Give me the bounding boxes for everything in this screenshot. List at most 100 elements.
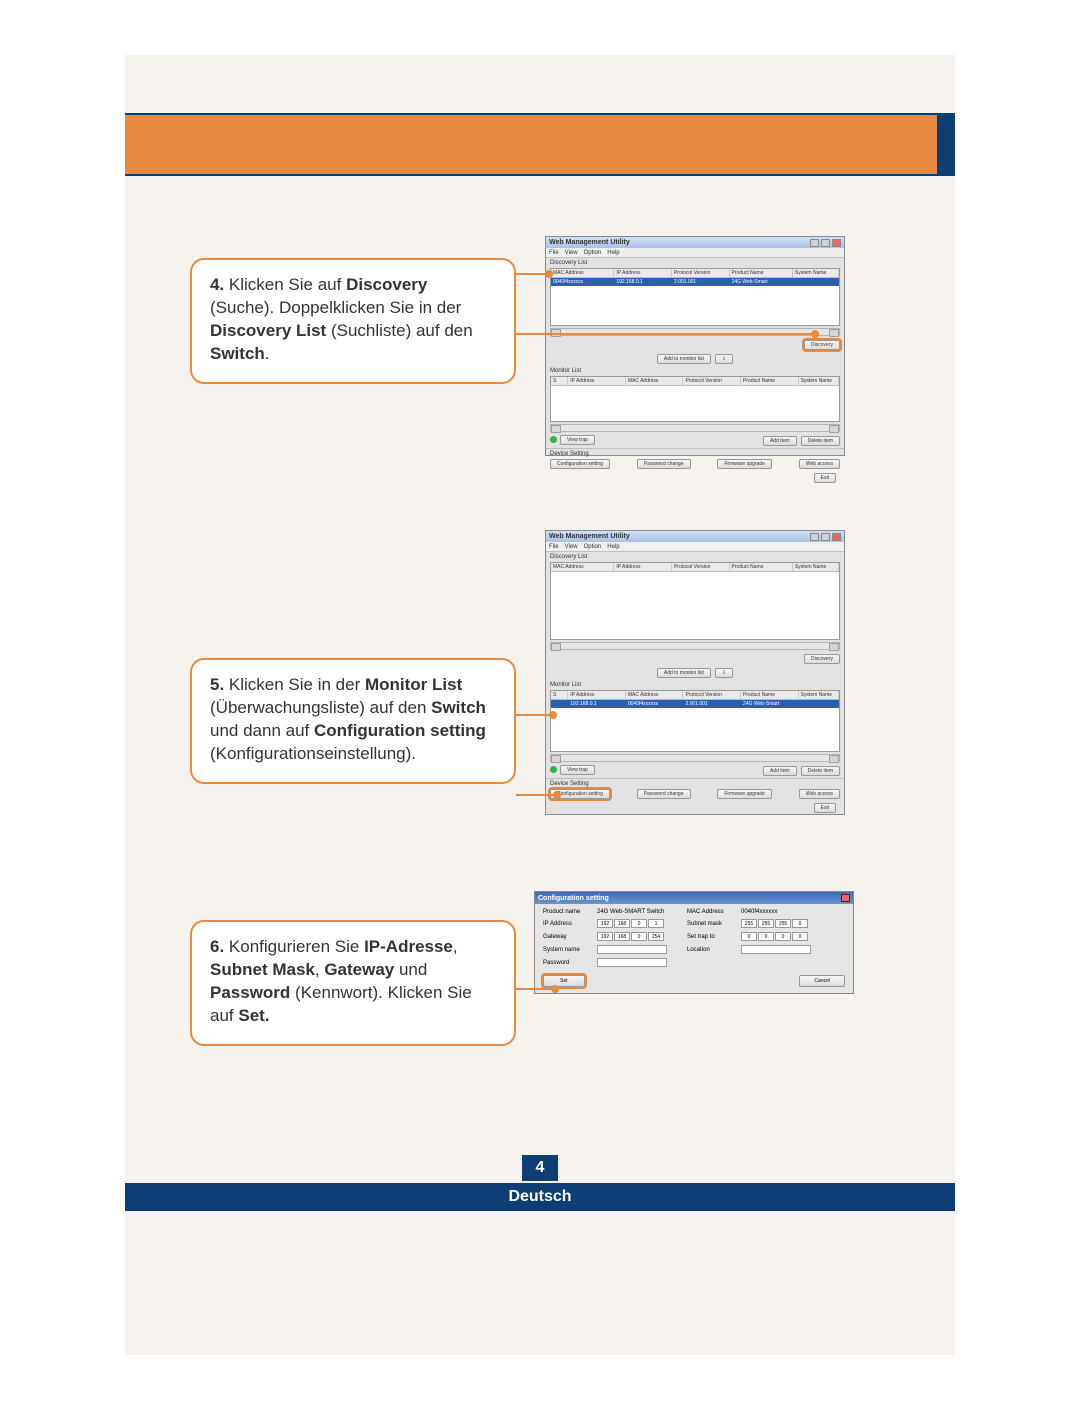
col-mac: MAC Address xyxy=(551,563,614,571)
gw-b[interactable]: 168 xyxy=(614,932,630,941)
maximize-icon[interactable] xyxy=(821,239,830,247)
ip-address-field[interactable]: 19216801 xyxy=(597,919,664,928)
step-5-text-2: (Überwachungsliste) auf den xyxy=(210,698,431,717)
discovery-row-selected[interactable]: 0040f4xxxxxx 192.168.0.1 2.001.001 24G W… xyxy=(551,278,839,286)
firmware-upgrade-button-2[interactable]: Firmware upgrade xyxy=(717,789,772,799)
cell-ver: 2.001.001 xyxy=(672,279,730,285)
firmware-upgrade-button[interactable]: Firmware upgrade xyxy=(717,459,772,469)
gw-a[interactable]: 192 xyxy=(597,932,613,941)
utility-window-2: Web Management Utility File View Option … xyxy=(545,530,845,815)
delete-item-button-2[interactable]: Delete item xyxy=(801,766,840,776)
delete-item-button[interactable]: Delete item xyxy=(801,436,840,446)
step-5-text-3: und dann auf xyxy=(210,721,314,740)
tr-a[interactable]: 0 xyxy=(741,932,757,941)
step-5-text-1: Klicken Sie in der xyxy=(224,675,365,694)
close-icon[interactable] xyxy=(832,533,841,541)
config-body: Product name24G Web-SMART Switch IP Addr… xyxy=(535,904,853,975)
menu-help[interactable]: Help xyxy=(607,544,619,550)
menu-file[interactable]: File xyxy=(549,544,559,550)
ip-a[interactable]: 192 xyxy=(597,919,613,928)
device-setting-2: Device Setting Configuration setting Pas… xyxy=(546,778,844,817)
col-sys2: System Name xyxy=(799,691,839,699)
gateway-field[interactable]: 1921680254 xyxy=(597,932,664,941)
discovery-button-2[interactable]: Discovery xyxy=(804,654,840,664)
tr-d[interactable]: 0 xyxy=(792,932,808,941)
menu-view[interactable]: View xyxy=(565,544,578,550)
monitor-scroll[interactable] xyxy=(550,424,840,432)
monitor-list-label: Monitor List xyxy=(546,366,844,374)
monitor-row-selected[interactable]: 192.168.0.1 0040f4xxxxxx 2.001.001 24G W… xyxy=(551,700,839,708)
system-name-field[interactable] xyxy=(597,945,667,954)
sn-b[interactable]: 255 xyxy=(758,919,774,928)
menu-help[interactable]: Help xyxy=(607,250,619,256)
config-setting-dialog: Configuration setting Product name24G We… xyxy=(534,891,854,994)
close-icon[interactable] xyxy=(841,894,850,902)
add-item-button[interactable]: Add item xyxy=(763,436,797,446)
close-icon[interactable] xyxy=(832,239,841,247)
step-6-bold-subnet: Subnet Mask xyxy=(210,960,315,979)
subnet-mask-field[interactable]: 2552552550 xyxy=(741,919,808,928)
password-field[interactable] xyxy=(597,958,667,967)
discovery-list-2[interactable]: MAC Address IP Address Protocol Version … xyxy=(550,562,840,640)
page-number: 4 xyxy=(522,1155,558,1181)
menu-option[interactable]: Option xyxy=(584,250,602,256)
ip-b[interactable]: 168 xyxy=(614,919,630,928)
trap-field[interactable]: 0000 xyxy=(741,932,808,941)
menu-file[interactable]: File xyxy=(549,250,559,256)
password-change-button-2[interactable]: Password change xyxy=(637,789,691,799)
view-trap-button[interactable]: View trap xyxy=(560,435,595,445)
arrow-down-button[interactable]: ⇩ xyxy=(715,354,733,364)
connector-5a xyxy=(516,714,552,716)
footer-language-bar: Deutsch xyxy=(125,1183,955,1211)
add-to-monitor-button-2[interactable]: Add to monitor list xyxy=(657,668,711,678)
discovery-list-1[interactable]: MAC Address IP Address Protocol Version … xyxy=(550,268,840,326)
product-name-value: 24G Web-SMART Switch xyxy=(597,909,664,915)
window-1-title: Web Management Utility xyxy=(549,239,630,246)
ip-d[interactable]: 1 xyxy=(648,919,664,928)
discovery-scroll-2[interactable] xyxy=(550,642,840,650)
sn-d[interactable]: 0 xyxy=(792,919,808,928)
add-item-button-2[interactable]: Add item xyxy=(763,766,797,776)
exit-button-2[interactable]: Exit xyxy=(814,803,836,813)
exit-button[interactable]: Exit xyxy=(814,473,836,483)
discovery-list-header: MAC Address IP Address Protocol Version … xyxy=(551,269,839,278)
page-number-value: 4 xyxy=(536,1159,545,1176)
ip-c[interactable]: 0 xyxy=(631,919,647,928)
minimize-icon[interactable] xyxy=(810,239,819,247)
menu-option[interactable]: Option xyxy=(584,544,602,550)
gw-c[interactable]: 0 xyxy=(631,932,647,941)
callout-step-6: 6. Konfigurieren Sie IP-Adresse, Subnet … xyxy=(190,920,516,1046)
step-6-text-1: Konfigurieren Sie xyxy=(224,937,364,956)
window-2-title-bar: Web Management Utility xyxy=(546,531,844,542)
location-field[interactable] xyxy=(741,945,811,954)
cancel-button[interactable]: Cancel xyxy=(799,975,845,987)
menu-view[interactable]: View xyxy=(565,250,578,256)
maximize-icon[interactable] xyxy=(821,533,830,541)
gateway-label: Gateway xyxy=(543,934,593,940)
web-access-button[interactable]: Web access xyxy=(799,459,840,469)
monitor-btn-row-2: View trap Add item Delete item xyxy=(546,764,844,778)
arrow-down-button-2[interactable]: ⇩ xyxy=(715,668,733,678)
cell-prod: 24G Web-Smart xyxy=(741,701,799,707)
monitor-scroll-2[interactable] xyxy=(550,754,840,762)
minimize-icon[interactable] xyxy=(810,533,819,541)
password-change-button[interactable]: Password change xyxy=(637,459,691,469)
step-6-bold-set: Set. xyxy=(238,1006,269,1025)
sn-a[interactable]: 255 xyxy=(741,919,757,928)
ip-address-label: IP Address xyxy=(543,921,593,927)
discovery-button[interactable]: Discovery xyxy=(804,340,840,350)
set-button[interactable]: Set xyxy=(543,975,585,987)
add-to-monitor-button[interactable]: Add to monitor list xyxy=(657,354,711,364)
config-col-left: Product name24G Web-SMART Switch IP Addr… xyxy=(543,909,667,967)
col-s: S xyxy=(551,377,568,385)
col-mac2: MAC Address xyxy=(626,691,684,699)
config-setting-button[interactable]: Configuration setting xyxy=(550,459,610,469)
view-trap-button-2[interactable]: View trap xyxy=(560,765,595,775)
web-access-button-2[interactable]: Web access xyxy=(799,789,840,799)
tr-b[interactable]: 0 xyxy=(758,932,774,941)
monitor-list-2[interactable]: S IP Address MAC Address Protocol Versio… xyxy=(550,690,840,752)
gw-d[interactable]: 254 xyxy=(648,932,664,941)
sn-c[interactable]: 255 xyxy=(775,919,791,928)
monitor-list-1[interactable]: S IP Address MAC Address Protocol Versio… xyxy=(550,376,840,422)
tr-c[interactable]: 0 xyxy=(775,932,791,941)
